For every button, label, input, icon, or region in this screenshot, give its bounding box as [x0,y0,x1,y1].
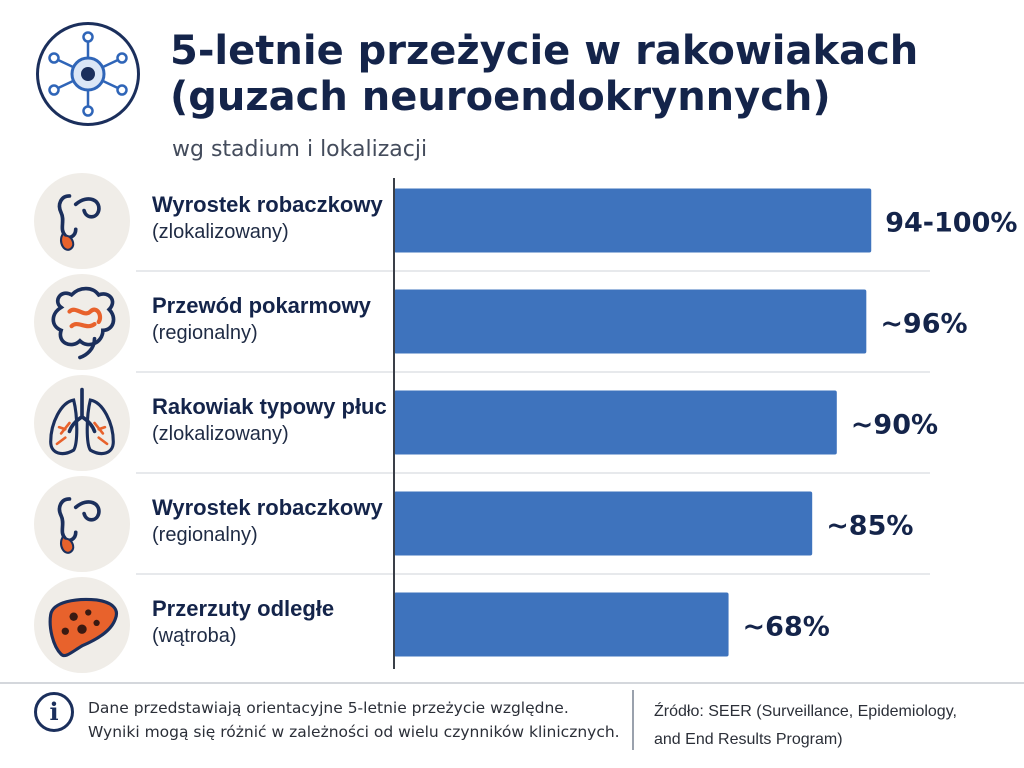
neuroendocrine-cell-icon [36,22,140,126]
data-label-4: ~85% [826,511,913,542]
data-label-5: ~68% [743,612,830,643]
bar-2 [394,289,867,354]
appendix-icon [34,172,130,269]
lungs-icon [34,374,130,471]
info-icon: i [34,692,74,732]
title-line-2: (guzach neuroendokrynnych) [170,74,831,120]
data-label-3: ~90% [851,410,938,441]
intestine-icon [34,273,130,370]
footer-source-line-1: Źródło: SEER (Surveillance, Epidemiology… [654,703,957,720]
bar-4 [394,491,813,556]
footer-source-line-2: and End Results Program) [654,731,843,748]
category-label-3: Rakowiak typowy płuc (zlokalizowany) [152,393,392,447]
footer-note-line-2: Wyniki mogą się różnić w zależności od w… [88,723,620,741]
title-line-1: 5-letnie przeżycie w rakowiakach [170,28,919,74]
category-stage: (regionalny) [152,322,258,344]
category-name: Przerzuty odległe [152,596,335,621]
bar-5 [394,592,729,657]
footer-source: Źródło: SEER (Surveillance, Epidemiology… [654,698,1014,754]
category-name: Rakowiak typowy płuc [152,394,387,419]
category-label-2: Przewód pokarmowy (regionalny) [152,292,392,346]
liver-icon [34,576,130,673]
data-label-1: 94-100% [885,208,1017,239]
category-name: Wyrostek robaczkowy [152,192,383,217]
category-label-4: Wyrostek robaczkowy (regionalny) [152,494,392,548]
category-stage: (wątroba) [152,625,237,647]
bar-1 [394,188,872,253]
data-label-2: ~96% [880,309,967,340]
appendix-icon [34,475,130,572]
footer-vertical-divider [632,690,634,750]
footer-divider-line [0,682,1024,684]
category-stage: (zlokalizowany) [152,221,289,243]
category-label-1: Wyrostek robaczkowy (zlokalizowany) [152,191,392,245]
category-label-5: Przerzuty odległe (wątroba) [152,595,392,649]
category-name: Przewód pokarmowy [152,293,371,318]
survival-bar-chart: 94-100% ~96% ~90% ~85% ~68% Wyrostek robaczko… [0,170,1024,675]
page-subtitle: wg stadium i lokalizacji [172,137,428,162]
bar-3 [394,390,837,455]
footer-note-line-1: Dane przedstawiają orientacyjne 5-letnie… [88,699,569,717]
category-name: Wyrostek robaczkowy [152,495,383,520]
category-stage: (zlokalizowany) [152,423,289,445]
category-stage: (regionalny) [152,524,258,546]
footer-note: Dane przedstawiają orientacyjne 5-letnie… [88,696,620,744]
page-title: 5-letnie przeżycie w rakowiakach (guzach… [170,28,1000,120]
chart-plot-area: 94-100% ~96% ~90% ~85% ~68% [136,178,1017,669]
